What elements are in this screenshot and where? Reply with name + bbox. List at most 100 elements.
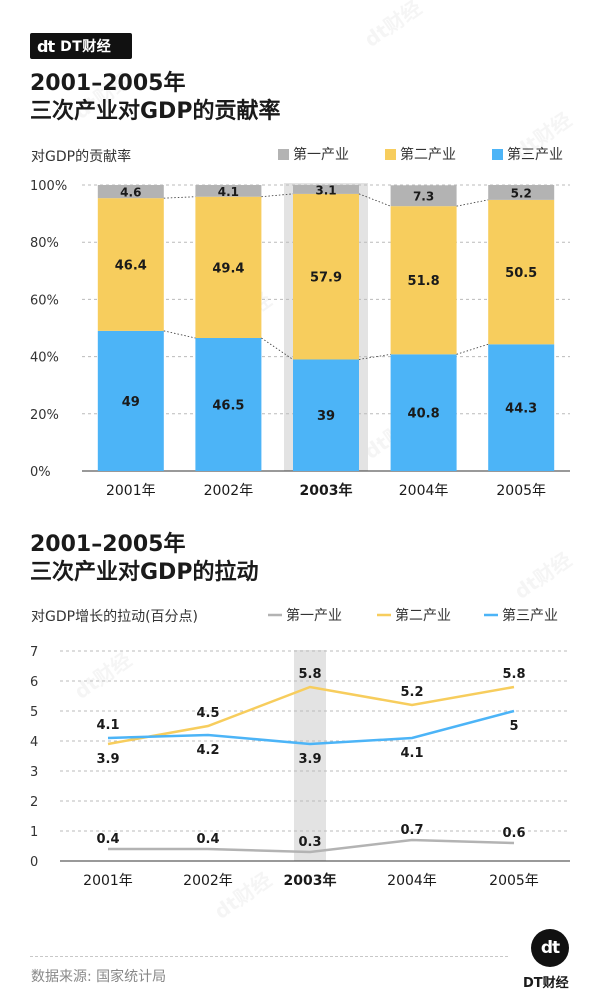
- brand-badge: dt DT财经: [30, 33, 132, 59]
- chart1-title: 三次产业对GDP的贡献率: [30, 99, 281, 124]
- y-tick-label: 40%: [30, 351, 59, 366]
- bar-segment: [293, 185, 359, 194]
- data-label: 57.9: [310, 271, 342, 286]
- y-tick-label: 100%: [30, 179, 67, 194]
- y-tick-label: 3: [30, 765, 38, 780]
- x-tick-label: 2005年: [496, 483, 546, 499]
- legend-swatch: [385, 149, 396, 160]
- data-label: 7.3: [413, 190, 434, 204]
- y-tick-label: 1: [30, 825, 38, 840]
- bar-segment: [293, 359, 359, 471]
- data-label: 40.8: [408, 407, 440, 422]
- legend-label: 第一产业: [286, 607, 342, 624]
- bar-segment: [195, 338, 262, 471]
- x-tick-label: 2003年: [284, 872, 337, 889]
- bar-segment: [195, 196, 262, 339]
- series-line: [107, 709, 515, 746]
- bar-segment: [488, 185, 555, 200]
- chart1-title-years: 2001–2005年: [30, 71, 186, 96]
- data-label: 3.9: [96, 752, 119, 767]
- data-label: 49: [122, 395, 140, 410]
- highlight-band: [294, 650, 326, 861]
- watermark: dt财经: [357, 0, 426, 53]
- data-label: 50.5: [505, 266, 537, 281]
- data-label: 5.8: [298, 667, 321, 682]
- legend-label: 第二产业: [395, 607, 451, 624]
- data-label: 39: [317, 409, 335, 424]
- x-tick-label: 2001年: [83, 873, 133, 889]
- y-tick-label: 4: [30, 735, 38, 750]
- data-label: 4.5: [196, 706, 219, 721]
- data-label: 5.2: [400, 685, 423, 700]
- segment-connector: [163, 196, 196, 199]
- data-label: 4.1: [218, 185, 239, 199]
- footer-brand: DT财经: [523, 976, 569, 991]
- pull-line-chart: 第一产业 第二产业 第三产业 0 1 2 3 4 5 6 7 0.4 3.9 4.1 2001年 0.4 4.5…: [30, 607, 570, 889]
- segment-connector: [163, 330, 196, 339]
- y-tick-label: 0: [30, 855, 38, 870]
- x-tick-label: 2002年: [183, 873, 233, 889]
- x-tick-label: 2002年: [204, 483, 254, 499]
- legend-label: 第三产业: [507, 146, 563, 163]
- y-tick-label: 7: [30, 645, 38, 660]
- bar-segment: [488, 344, 555, 471]
- data-label: 4.2: [196, 743, 219, 758]
- legend-label: 第二产业: [400, 146, 456, 163]
- data-label: 5: [509, 719, 518, 734]
- chart2-title: 三次产业对GDP的拉动: [30, 560, 259, 585]
- data-label: 49.4: [212, 261, 244, 276]
- data-label: 51.8: [408, 274, 440, 289]
- dt-logo-icon: dt: [37, 36, 55, 56]
- data-label: 46.5: [212, 399, 244, 414]
- x-tick-label: 2005年: [489, 873, 539, 889]
- data-label: 5.8: [502, 667, 525, 682]
- legend-swatch: [278, 149, 289, 160]
- bar-segment: [97, 198, 164, 331]
- data-label: 0.4: [196, 832, 219, 847]
- bar-segment: [488, 199, 555, 345]
- data-label: 3.1: [315, 183, 336, 197]
- chart2-ylabel: 对GDP增长的拉动(百分点): [31, 609, 198, 625]
- data-label: 44.3: [505, 402, 537, 417]
- bar-segment: [97, 185, 164, 199]
- segment-connector: [456, 199, 489, 207]
- data-label: 46.4: [115, 259, 147, 274]
- y-tick-label: 2: [30, 795, 38, 810]
- data-label: 3.9: [298, 752, 321, 767]
- watermark: dt财经: [507, 544, 576, 604]
- bar-segment: [293, 193, 359, 360]
- legend-label: 第一产业: [293, 146, 349, 163]
- chart2-title-years: 2001–2005年: [30, 532, 186, 557]
- contribution-stacked-bar-chart: 第一产业 第二产业 第三产业 0% 20% 40% 60% 80% 100% 49 46.4 4.6 2…: [30, 146, 570, 499]
- y-tick-label: 20%: [30, 408, 59, 423]
- bar-segment: [390, 185, 457, 207]
- x-tick-label: 2004年: [387, 873, 437, 889]
- segment-connector: [456, 343, 489, 355]
- legend-label: 第三产业: [502, 607, 558, 624]
- legend-swatch: [492, 149, 503, 160]
- bar-segment: [390, 354, 457, 471]
- data-label: 5.2: [511, 186, 532, 200]
- brand-name: DT财经: [60, 39, 112, 55]
- x-tick-label: 2003年: [300, 482, 353, 499]
- series-line: [108, 838, 515, 854]
- source-note: 数据来源: 国家统计局: [31, 969, 167, 985]
- data-label: 0.6: [502, 826, 525, 841]
- data-label: 0.7: [400, 823, 423, 838]
- y-tick-label: 6: [30, 675, 38, 690]
- y-tick-label: 80%: [30, 236, 59, 251]
- bar-segment: [195, 185, 262, 197]
- x-tick-label: 2004年: [399, 483, 449, 499]
- data-label: 0.3: [298, 835, 321, 850]
- footer-divider: [30, 956, 508, 957]
- y-tick-label: 5: [30, 705, 38, 720]
- dt-logo-icon: dt: [531, 929, 569, 967]
- y-tick-label: 0%: [30, 465, 51, 480]
- bar-segment: [390, 206, 457, 355]
- data-label: 0.4: [96, 832, 119, 847]
- data-label: 4.1: [96, 718, 119, 733]
- bar-segment: [97, 330, 164, 471]
- series-line: [107, 685, 515, 746]
- chart1-ylabel: 对GDP的贡献率: [31, 149, 132, 165]
- segment-connector: [358, 193, 391, 207]
